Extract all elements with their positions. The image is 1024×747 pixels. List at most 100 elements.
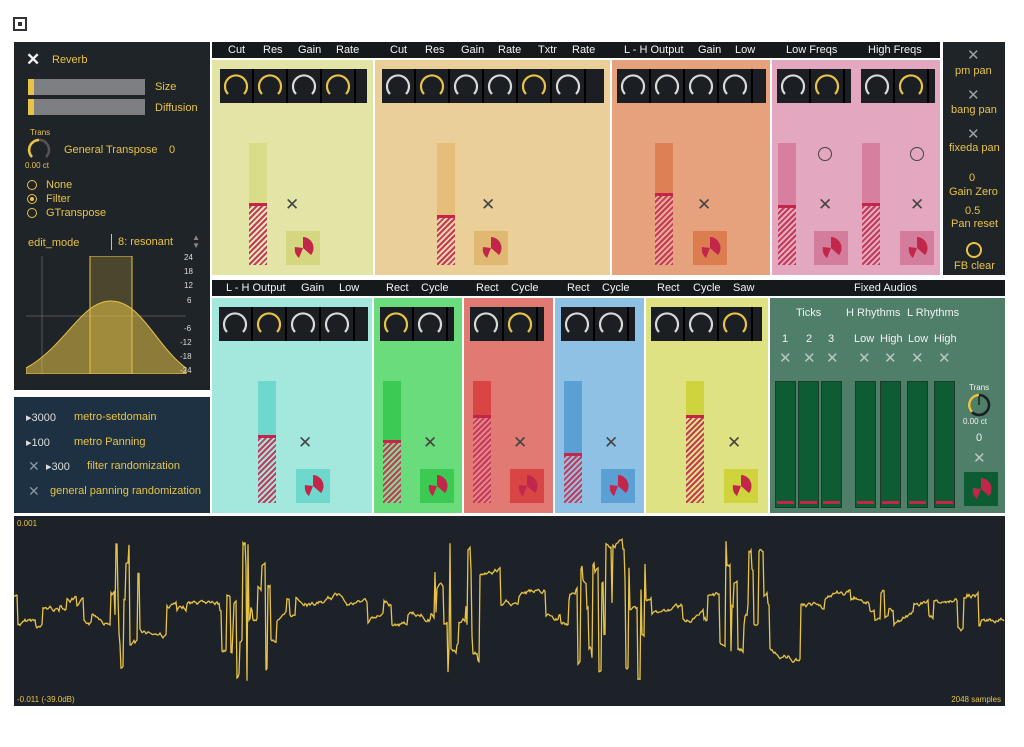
meter-highfreq[interactable] (862, 143, 880, 265)
fixed-audio-meter-7[interactable] (934, 381, 955, 508)
pan-dial-peach[interactable] (474, 231, 508, 265)
rotary-knob[interactable] (322, 69, 356, 103)
pan-dial-green[interactable] (420, 469, 454, 503)
rotary-knob[interactable] (484, 69, 518, 103)
close-icon[interactable]: ✕ (818, 195, 833, 214)
h-low-toggle[interactable]: ✕ (858, 350, 871, 367)
rotary-knob[interactable] (811, 69, 845, 103)
fixed-audio-meter-6[interactable] (907, 381, 928, 508)
rotary-knob[interactable] (719, 69, 753, 103)
rotary-knob[interactable] (595, 307, 629, 341)
tick-2-toggle[interactable]: ✕ (803, 350, 816, 367)
meter-lowfreq[interactable] (778, 143, 796, 265)
circle-toggle-icon[interactable] (910, 147, 924, 161)
l-low-toggle[interactable]: ✕ (911, 350, 924, 367)
rotary-knob[interactable] (777, 69, 811, 103)
pan-dial-yellow[interactable] (286, 231, 320, 265)
waveform-scope[interactable]: 0.001 -0.011 (-39.0dB) 2048 samples (14, 516, 1005, 706)
rotary-knob[interactable] (382, 69, 416, 103)
size-slider[interactable] (28, 79, 145, 95)
meter-yellow[interactable] (249, 143, 267, 265)
fixed-audio-meter-1[interactable] (775, 381, 796, 508)
rotary-knob[interactable] (685, 307, 719, 341)
rotary-knob[interactable] (288, 69, 322, 103)
tick-1-toggle[interactable]: ✕ (779, 350, 792, 367)
fixed-audio-meter-4[interactable] (855, 381, 876, 508)
reverb-close-icon[interactable]: ✕ (26, 50, 41, 69)
close-icon[interactable]: ✕ (423, 433, 438, 452)
close-icon[interactable]: ✕ (604, 433, 619, 452)
l-high-toggle[interactable]: ✕ (938, 350, 951, 367)
pan-dial-fixed[interactable] (964, 472, 998, 506)
metro-row-1[interactable]: ▸3000 (26, 412, 57, 424)
mode-radio-none[interactable] (27, 180, 37, 190)
meter-orange[interactable] (655, 143, 673, 265)
close-icon[interactable]: ✕ (513, 433, 528, 452)
fixed-audio-close-icon[interactable]: ✕ (973, 450, 986, 467)
meter-cyan[interactable] (258, 381, 276, 503)
fixed-audio-meter-2[interactable] (798, 381, 819, 508)
pan-dial-lime[interactable] (724, 469, 758, 503)
pan-dial-blue[interactable] (601, 469, 635, 503)
close-icon[interactable]: ✕ (285, 195, 300, 214)
pan-dial-red[interactable] (510, 469, 544, 503)
rotary-knob[interactable] (414, 307, 448, 341)
meter-peach[interactable] (437, 143, 455, 265)
filter-response-graph[interactable] (26, 256, 210, 374)
rotary-knob[interactable] (254, 69, 288, 103)
mode-radio-gtranspose[interactable] (27, 208, 37, 218)
fixed-trans-count[interactable]: 0 (976, 432, 983, 444)
pan-dial-lowfreq[interactable] (814, 231, 848, 265)
rotary-knob[interactable] (380, 307, 414, 341)
fixed-transpose-knob[interactable] (966, 392, 992, 418)
meter-red[interactable] (473, 381, 491, 503)
rotary-knob[interactable] (685, 69, 719, 103)
diffusion-slider[interactable] (28, 99, 145, 115)
rotary-knob[interactable] (219, 307, 253, 341)
transpose-knob[interactable] (26, 137, 52, 163)
rotary-knob[interactable] (552, 69, 586, 103)
rotary-knob[interactable] (617, 69, 651, 103)
edit-mode-dropdown[interactable]: 8: resonant ▲ ▼ (111, 234, 200, 250)
rotary-knob[interactable] (504, 307, 538, 341)
rotary-knob[interactable] (895, 69, 929, 103)
rotary-knob[interactable] (253, 307, 287, 341)
stop-square-icon[interactable] (13, 17, 27, 31)
meter-blue[interactable] (564, 381, 582, 503)
rotary-knob[interactable] (651, 69, 685, 103)
rotary-knob[interactable] (287, 307, 321, 341)
rotary-knob[interactable] (321, 307, 355, 341)
circle-toggle-icon[interactable] (818, 147, 832, 161)
pan-dial-highfreq[interactable] (900, 231, 934, 265)
rotary-knob[interactable] (220, 69, 254, 103)
rotary-knob[interactable] (561, 307, 595, 341)
general-transpose-value[interactable]: 0 (169, 144, 176, 156)
fixed-audio-meter-5[interactable] (880, 381, 901, 508)
general-panning-toggle[interactable]: ✕ (28, 483, 40, 499)
tick-3-toggle[interactable]: ✕ (826, 350, 839, 367)
fixed-audio-meter-3[interactable] (821, 381, 842, 508)
h-high-toggle[interactable]: ✕ (884, 350, 897, 367)
bang-pan-toggle[interactable]: ✕ (967, 87, 980, 104)
gain-zero-value[interactable]: 0 (969, 172, 976, 184)
pan-dial-orange[interactable] (693, 231, 727, 265)
rotary-knob[interactable] (651, 307, 685, 341)
metro-row-2[interactable]: ▸100 (26, 437, 50, 449)
pm-pan-toggle[interactable]: ✕ (967, 47, 980, 64)
rotary-knob[interactable] (416, 69, 450, 103)
close-icon[interactable]: ✕ (481, 195, 496, 214)
rotary-knob[interactable] (470, 307, 504, 341)
rotary-knob[interactable] (719, 307, 753, 341)
rotary-knob[interactable] (861, 69, 895, 103)
meter-green[interactable] (383, 381, 401, 503)
fb-clear-button[interactable] (966, 242, 982, 258)
close-icon[interactable]: ✕ (910, 195, 925, 214)
rotary-knob[interactable] (518, 69, 552, 103)
close-icon[interactable]: ✕ (697, 195, 712, 214)
pan-reset-value[interactable]: 0.5 (965, 205, 981, 217)
metro-row-3[interactable]: ▸300 (46, 461, 70, 473)
meter-lime[interactable] (686, 381, 704, 503)
fixeda-pan-toggle[interactable]: ✕ (967, 126, 980, 143)
close-icon[interactable]: ✕ (727, 433, 742, 452)
close-icon[interactable]: ✕ (298, 433, 313, 452)
